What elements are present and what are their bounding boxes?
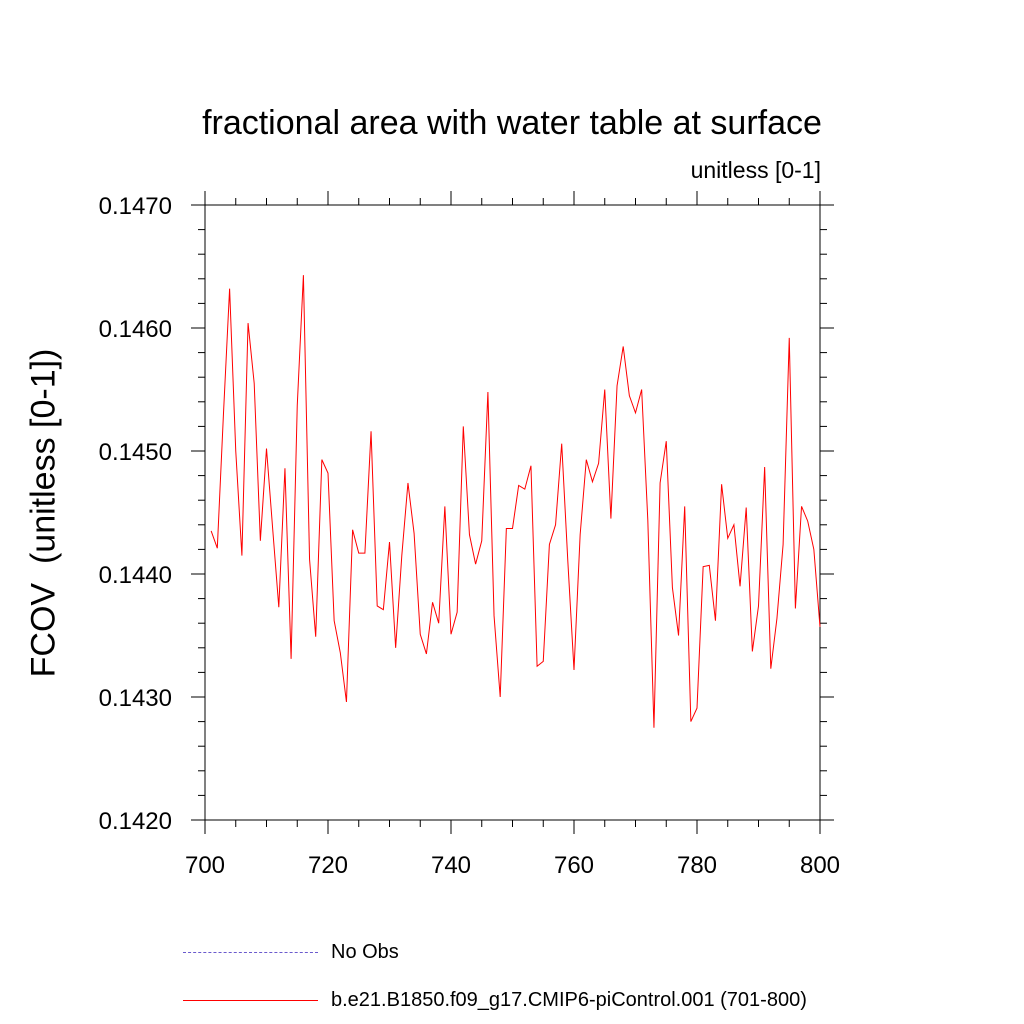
legend-swatch-obs [183, 952, 318, 953]
x-tick-label: 800 [800, 852, 840, 879]
x-tick-label: 720 [308, 852, 348, 879]
x-tick-label: 740 [431, 852, 471, 879]
legend-label-model: b.e21.B1850.f09_g17.CMIP6-piControl.001 … [331, 989, 807, 1011]
chart-title: fractional area with water table at surf… [202, 104, 822, 142]
series-line-model [210, 275, 821, 728]
x-tick-label: 760 [554, 852, 594, 879]
plot-frame [204, 204, 821, 821]
y-tick-label: 0.1460 [99, 316, 172, 343]
y-tick-label: 0.1430 [99, 685, 172, 712]
units-label: unitless [0-1] [690, 157, 821, 183]
legend-item-obs: No Obs [183, 941, 399, 964]
legend-label-obs: No Obs [331, 941, 399, 963]
y-tick-label: 0.1420 [99, 808, 172, 835]
y-tick-label: 0.1440 [99, 562, 172, 589]
legend-swatch-model [183, 1000, 318, 1001]
y-tick-label: 0.1450 [99, 439, 172, 466]
x-tick-label: 780 [677, 852, 717, 879]
y-tick-label: 0.1470 [99, 193, 172, 220]
legend-item-model: b.e21.B1850.f09_g17.CMIP6-piControl.001 … [183, 989, 807, 1012]
x-tick-label: 700 [185, 852, 225, 879]
